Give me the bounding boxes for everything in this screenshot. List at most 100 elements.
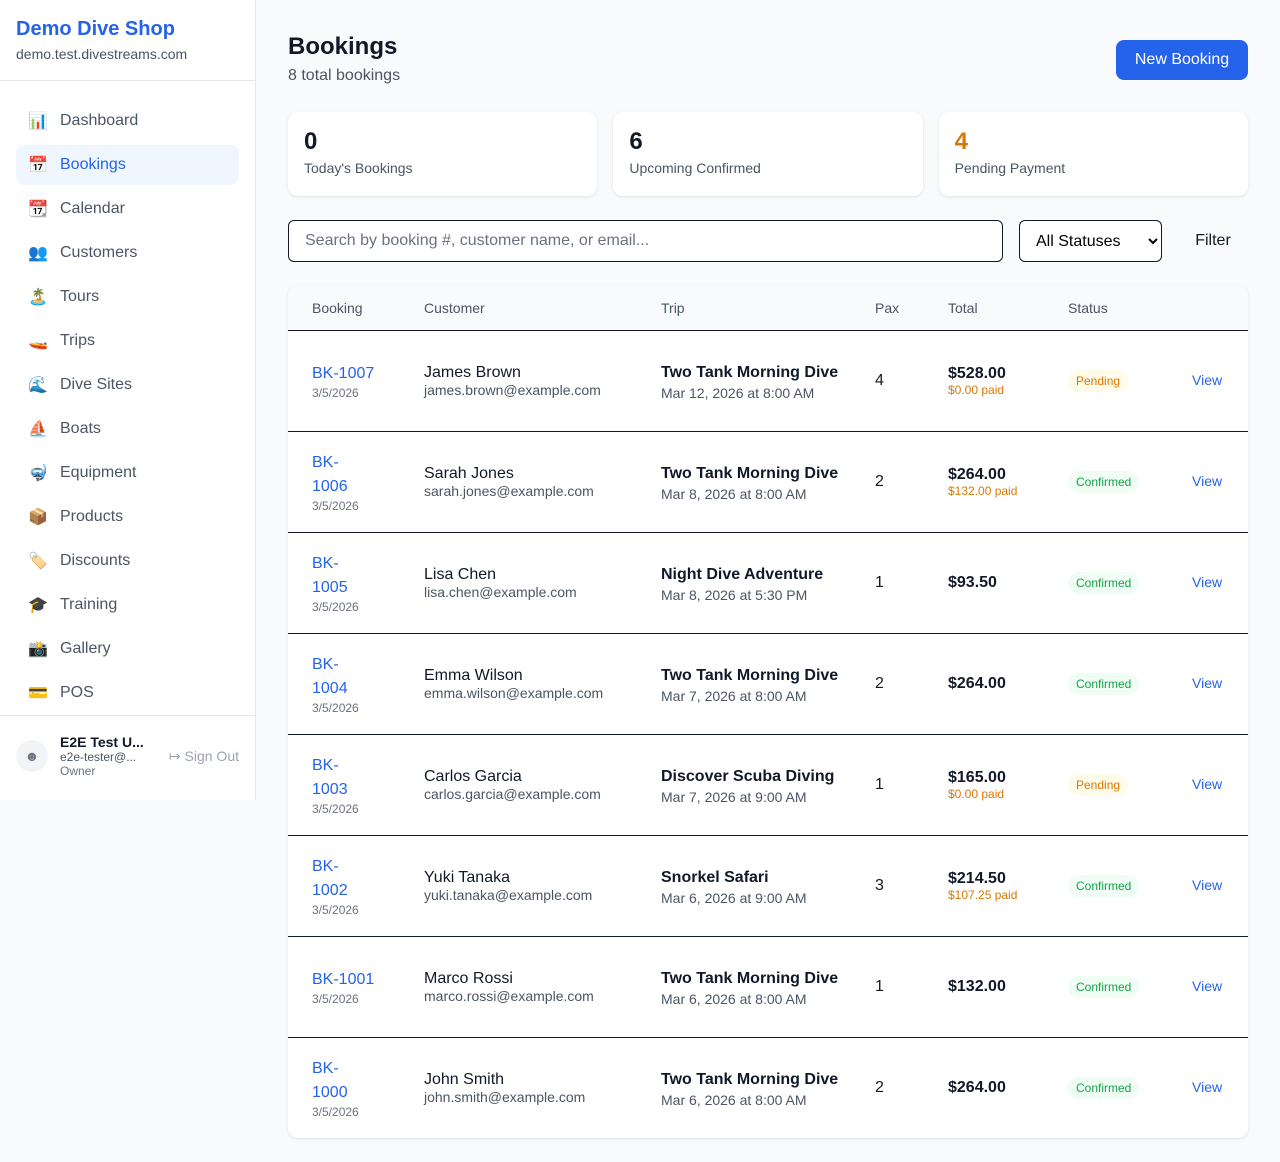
sidebar-item-equipment[interactable]: 🤿 Equipment <box>16 453 239 493</box>
sidebar-item-trips[interactable]: 🚤 Trips <box>16 321 239 361</box>
stats-row: 0 Today's Bookings 6 Upcoming Confirmed 4 Pen… <box>288 112 1248 196</box>
booking-id-link[interactable]: BK- 1000 <box>312 1059 348 1101</box>
trip-date: Mar 6, 2026 at 8:00 AM <box>661 990 807 1007</box>
shop-name[interactable]: Demo Dive Shop <box>16 18 175 40</box>
status-select[interactable]: All Statuses <box>1019 220 1162 262</box>
booking-id-link[interactable]: BK- 1005 <box>312 554 348 596</box>
pax: 4 <box>875 371 884 389</box>
gallery-icon: 📸 <box>28 641 48 658</box>
booking-date: 3/5/2026 <box>312 801 359 816</box>
booking-id-link[interactable]: BK-1007 <box>312 364 375 382</box>
sidebar-item-pos[interactable]: 💳 POS <box>16 673 239 713</box>
calendar-icon: 📆 <box>28 201 48 218</box>
pax: 1 <box>875 573 884 591</box>
trip-name: Discover Scuba Diving <box>661 767 835 785</box>
sidebar-item-label: Products <box>60 508 124 525</box>
customer-name: Carlos Garcia <box>424 767 522 785</box>
column-header: Trip <box>637 286 851 331</box>
stat-value: 0 <box>304 128 318 155</box>
sidebar-item-dashboard[interactable]: 📊 Dashboard <box>16 101 239 141</box>
sidebar-item-training[interactable]: 🎓 Training <box>16 585 239 625</box>
status-badge: Confirmed <box>1068 874 1140 897</box>
sidebar-item-boats[interactable]: ⛵ Boats <box>16 409 239 449</box>
sidebar-item-customers[interactable]: 👥 Customers <box>16 233 239 273</box>
stat-label: Today's Bookings <box>304 160 413 176</box>
booking-date: 3/5/2026 <box>312 700 359 715</box>
sidebar-item-products[interactable]: 📦 Products <box>16 497 239 537</box>
sign-out-button[interactable]: ↦ Sign Out <box>169 748 239 765</box>
total-amount: $132.00 <box>948 977 1006 995</box>
sidebar: Demo Dive Shop demo.test.divestreams.com… <box>0 0 256 800</box>
view-link[interactable]: View <box>1192 674 1223 691</box>
booking-id-link[interactable]: BK- 1003 <box>312 756 348 798</box>
status-badge: Confirmed <box>1068 975 1140 998</box>
user-name: E2E Test U... <box>60 734 144 750</box>
customer-name: Marco Rossi <box>424 969 513 987</box>
column-header: Pax <box>851 286 924 331</box>
table-row: BK- 1000 3/5/2026 John Smith john.smith@exa… <box>288 1037 1248 1138</box>
trip-name: Two Tank Morning Dive <box>661 1070 839 1088</box>
view-link[interactable]: View <box>1192 472 1223 489</box>
view-link[interactable]: View <box>1192 371 1223 388</box>
customer-email: lisa.chen@example.com <box>424 583 577 600</box>
total-amount: $264.00 <box>948 1078 1006 1096</box>
paid-amount: $0.00 paid <box>948 382 1005 397</box>
trip-name: Two Tank Morning Dive <box>661 666 839 684</box>
booking-date: 3/5/2026 <box>312 498 359 513</box>
tours-icon: 🏝️ <box>28 289 48 306</box>
dashboard-icon: 📊 <box>28 113 48 130</box>
booking-id-link[interactable]: BK- 1002 <box>312 857 348 899</box>
trip-name: Two Tank Morning Dive <box>661 363 839 381</box>
column-header: Booking <box>288 286 400 331</box>
view-link[interactable]: View <box>1192 1078 1223 1095</box>
sidebar-item-bookings[interactable]: 📅 Bookings <box>16 145 239 185</box>
search-input[interactable] <box>288 220 1003 262</box>
customer-email: yuki.tanaka@example.com <box>424 886 593 903</box>
column-header: Customer <box>400 286 637 331</box>
sidebar-item-label: Tours <box>60 288 100 305</box>
discounts-icon: 🏷️ <box>28 553 48 570</box>
table-row: BK- 1004 3/5/2026 Emma Wilson emma.wilson@e… <box>288 633 1248 734</box>
pax: 3 <box>875 876 884 894</box>
sidebar-item-tours[interactable]: 🏝️ Tours <box>16 277 239 317</box>
view-link[interactable]: View <box>1192 573 1223 590</box>
customer-name: Lisa Chen <box>424 565 497 583</box>
customer-name: John Smith <box>424 1070 505 1088</box>
brand: Demo Dive Shop demo.test.divestreams.com <box>0 0 255 81</box>
new-booking-button[interactable]: New Booking <box>1116 40 1248 80</box>
booking-date: 3/5/2026 <box>312 902 359 917</box>
trip-date: Mar 8, 2026 at 5:30 PM <box>661 586 808 603</box>
sidebar-item-label: Trips <box>60 332 95 349</box>
page-title: Bookings <box>288 33 398 60</box>
sidebar-item-label: Customers <box>60 244 138 261</box>
stat-card: 4 Pending Payment <box>938 112 1248 196</box>
filter-button[interactable]: Filter <box>1178 220 1248 262</box>
sidebar-item-gallery[interactable]: 📸 Gallery <box>16 629 239 669</box>
trip-name: Two Tank Morning Dive <box>661 464 839 482</box>
customer-email: john.smith@example.com <box>424 1088 586 1105</box>
status-badge: Confirmed <box>1068 1076 1140 1099</box>
pax: 1 <box>875 775 884 793</box>
view-link[interactable]: View <box>1192 977 1223 994</box>
customer-name: Emma Wilson <box>424 666 523 684</box>
sidebar-item-label: Calendar <box>60 200 125 217</box>
total-amount: $264.00 <box>948 674 1006 692</box>
table-row: BK-1001 3/5/2026 Marco Rossi marco.rossi@e… <box>288 936 1248 1037</box>
view-link[interactable]: View <box>1192 775 1223 792</box>
paid-amount: $0.00 paid <box>948 786 1005 801</box>
customer-email: carlos.garcia@example.com <box>424 785 601 802</box>
trip-name: Night Dive Adventure <box>661 565 824 583</box>
sidebar-item-dive-sites[interactable]: 🌊 Dive Sites <box>16 365 239 405</box>
trip-date: Mar 12, 2026 at 8:00 AM <box>661 384 815 401</box>
table-row: BK-1007 3/5/2026 James Brown james.brown@e… <box>288 330 1248 431</box>
page-subtitle: 8 total bookings <box>288 67 401 84</box>
booking-id-link[interactable]: BK- 1004 <box>312 655 348 697</box>
view-link[interactable]: View <box>1192 876 1223 893</box>
booking-id-link[interactable]: BK-1001 <box>312 970 375 988</box>
boats-icon: ⛵ <box>28 421 48 438</box>
stat-value: 4 <box>954 128 969 155</box>
sidebar-item-calendar[interactable]: 📆 Calendar <box>16 189 239 229</box>
sidebar-item-discounts[interactable]: 🏷️ Discounts <box>16 541 239 581</box>
booking-id-link[interactable]: BK- 1006 <box>312 453 348 495</box>
stat-value: 6 <box>629 128 643 155</box>
